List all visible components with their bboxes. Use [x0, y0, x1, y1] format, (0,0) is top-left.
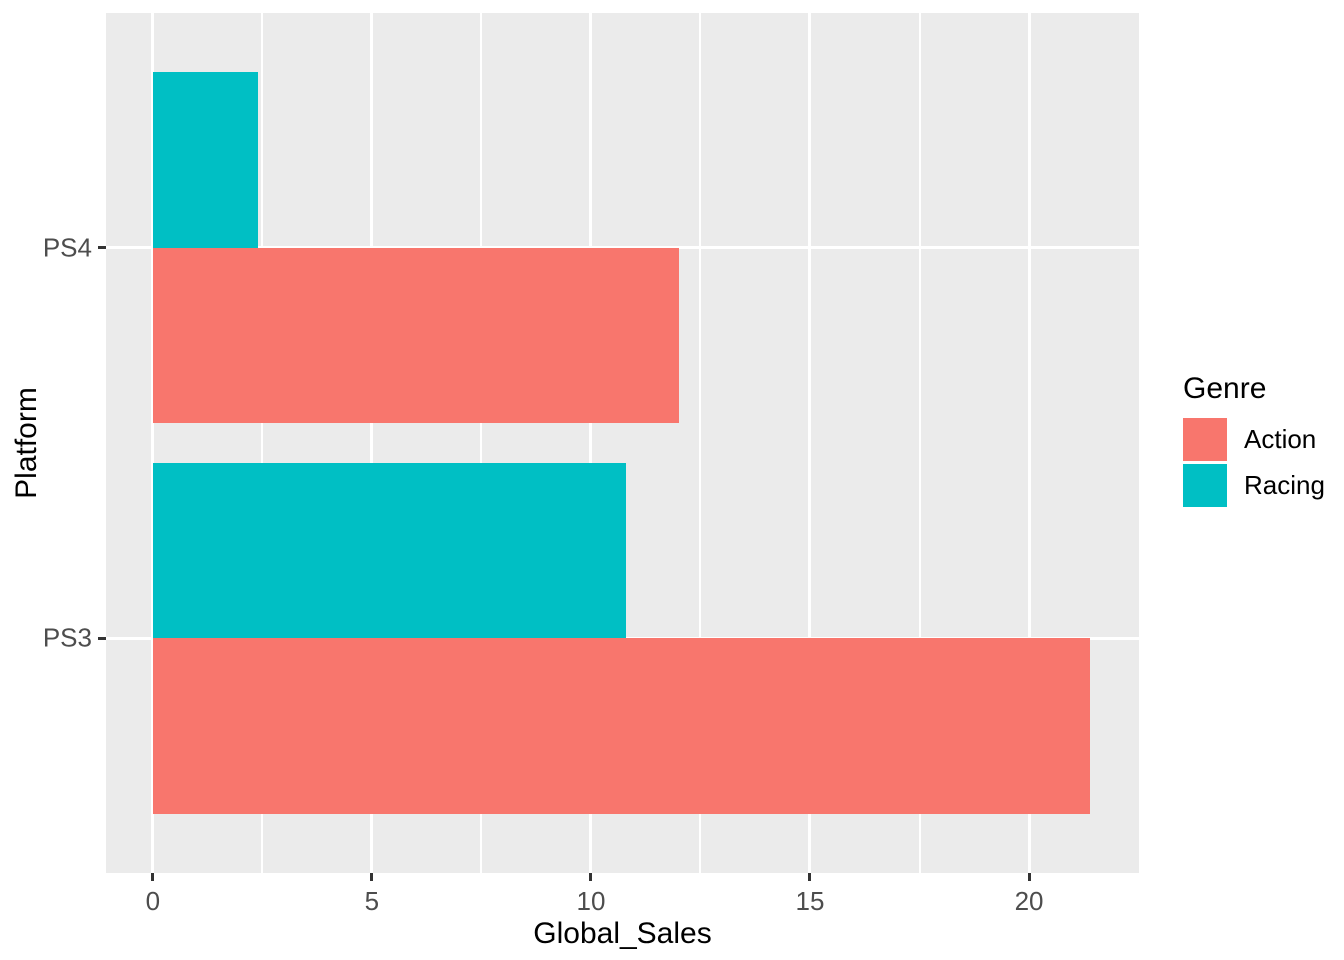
gridline-major: [808, 13, 812, 873]
legend-item-racing: Racing: [1183, 464, 1325, 507]
y-tick-label: PS3: [42, 622, 92, 653]
legend-key-racing: [1183, 464, 1227, 507]
legend: Genre Action Racing: [1183, 372, 1325, 510]
x-tick-label: 20: [1014, 886, 1044, 916]
legend-label: Action: [1244, 424, 1317, 454]
gridline-minor: [918, 13, 921, 873]
y-tick-label: PS4: [42, 232, 92, 263]
x-tick-mark: [370, 873, 374, 881]
legend-label: Racing: [1244, 470, 1325, 500]
x-tick-mark: [589, 873, 593, 881]
gridline-major: [151, 13, 155, 873]
legend-item-action: Action: [1183, 418, 1325, 461]
x-axis-title: Global_Sales: [533, 917, 712, 950]
x-tick-label: 15: [795, 886, 825, 916]
gridline-minor: [480, 13, 483, 873]
gridline-minor: [699, 13, 702, 873]
y-tick-mark: [98, 636, 106, 640]
x-tick-mark: [1027, 873, 1031, 881]
gridline-minor: [261, 13, 264, 873]
legend-items: Action Racing: [1183, 418, 1325, 507]
bar-ps3-action: [152, 638, 1091, 815]
gridline-major: [370, 13, 374, 873]
gridline-major: [589, 13, 593, 873]
x-tick-mark: [151, 873, 155, 881]
gridline-major: [1027, 13, 1031, 873]
x-tick-label: 10: [576, 886, 606, 916]
bar-ps3-racing: [152, 462, 626, 639]
x-tick-label: 0: [145, 886, 161, 916]
x-tick-label: 5: [364, 886, 380, 916]
plot-panel: [106, 13, 1139, 873]
y-tick-mark: [98, 246, 106, 250]
y-axis-title: Platform: [10, 387, 43, 499]
x-tick-mark: [808, 873, 812, 881]
legend-key-action: [1183, 418, 1227, 461]
bar-ps4-racing: [152, 71, 258, 248]
legend-title: Genre: [1183, 372, 1267, 405]
bar-ps4-action: [152, 247, 679, 424]
